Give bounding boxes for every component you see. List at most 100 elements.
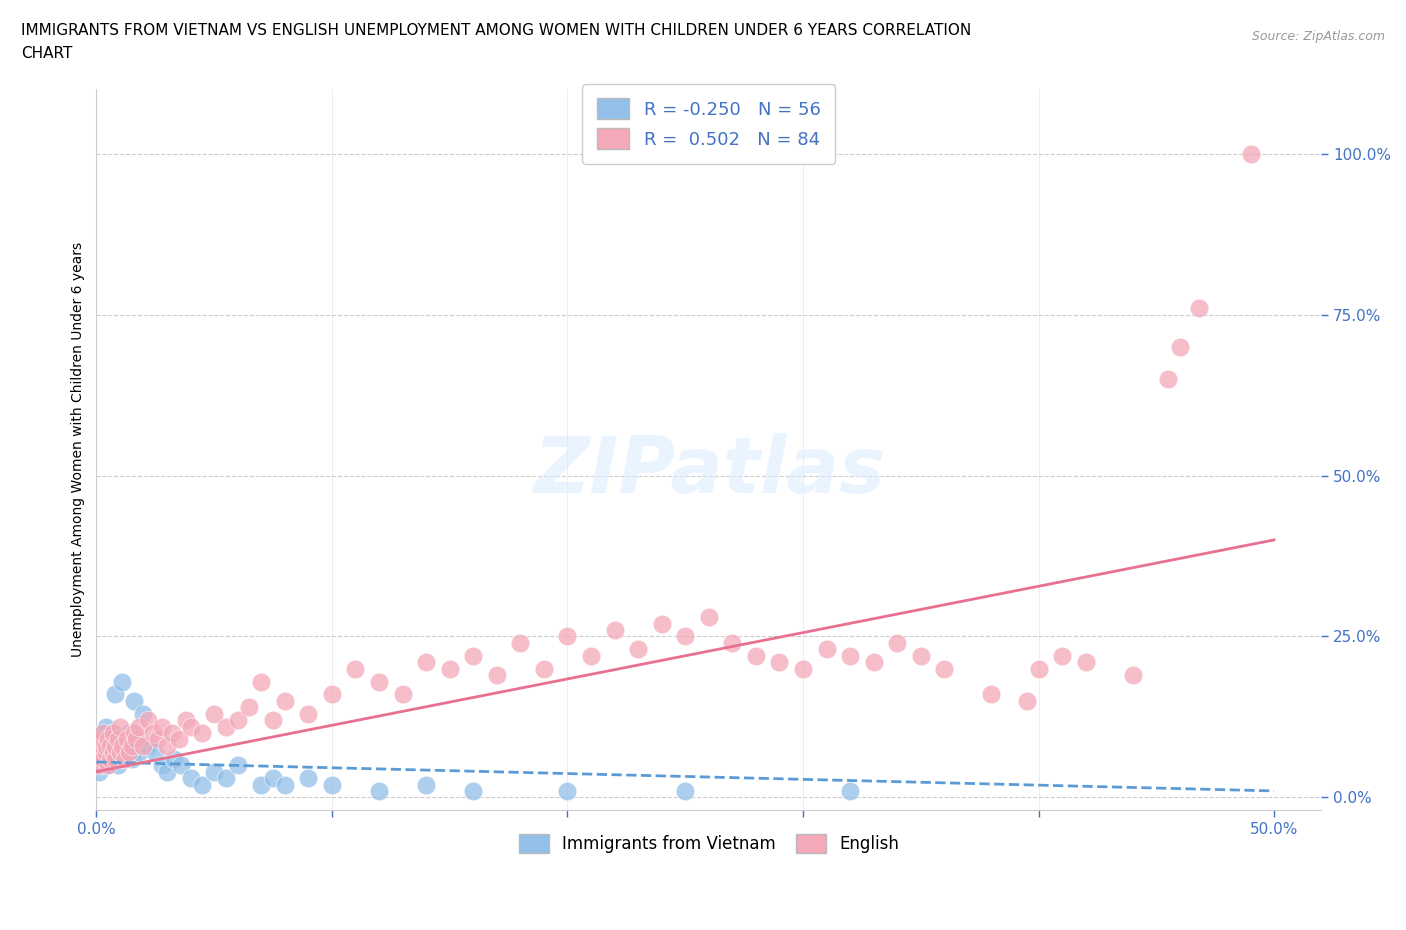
Point [238,700,260,715]
Point [97,745,120,760]
Point [97,758,120,773]
Y-axis label: Unemployment Among Women with Children Under 6 years: Unemployment Among Women with Children U… [72,242,86,658]
Point [721,635,744,650]
Point [768,655,790,670]
Point [485,668,508,683]
Point [415,655,437,670]
Point [118,745,141,760]
Point [114,738,136,753]
Point [101,725,124,740]
Point [934,661,956,676]
Point [1168,339,1191,354]
Point [142,725,165,740]
Point [297,771,319,786]
Point [111,674,134,689]
Point [90,732,112,747]
Point [125,732,148,747]
Point [101,745,124,760]
Point [128,719,150,734]
Text: ZIPatlas: ZIPatlas [533,433,884,510]
Point [93,725,115,740]
Point [132,738,155,753]
Point [97,758,120,773]
Text: CHART: CHART [21,46,73,61]
Point [215,771,238,786]
Point [94,745,117,760]
Point [156,764,179,779]
Point [108,751,131,766]
Point [94,738,117,753]
Point [104,738,127,753]
Point [121,751,143,766]
Point [673,629,696,644]
Point [114,751,136,766]
Point [90,732,112,747]
Point [1188,300,1211,315]
Point [250,674,273,689]
Point [886,635,908,650]
Point [143,745,166,760]
Point [156,738,179,753]
Point [100,738,122,753]
Point [94,751,117,766]
Point [160,725,183,740]
Point [100,751,122,766]
Point [391,687,413,702]
Point [90,738,112,753]
Point [274,777,297,792]
Point [104,687,127,702]
Point [980,687,1002,702]
Point [163,751,186,766]
Point [87,738,110,753]
Point [108,732,131,747]
Point [94,719,117,734]
Point [90,745,112,760]
Point [321,777,343,792]
Point [557,629,579,644]
Point [262,771,284,786]
Point [170,758,193,773]
Point [1015,694,1038,709]
Point [579,648,602,663]
Point [1122,668,1144,683]
Point [146,732,169,747]
Point [1157,372,1180,387]
Point [1050,648,1073,663]
Point [115,745,138,760]
Point [215,719,238,734]
Point [118,725,141,740]
Point [839,783,862,798]
Point [202,764,225,779]
Point [150,719,173,734]
Text: Source: ZipAtlas.com: Source: ZipAtlas.com [1251,30,1385,43]
Point [368,674,391,689]
Point [368,783,391,798]
Point [297,706,319,721]
Legend: Immigrants from Vietnam, English: Immigrants from Vietnam, English [512,827,905,859]
Point [136,712,159,727]
Point [111,738,134,753]
Point [226,758,249,773]
Point [862,655,884,670]
Point [180,771,202,786]
Point [94,738,117,753]
Point [463,648,485,663]
Point [107,758,129,773]
Point [93,751,115,766]
Point [108,719,131,734]
Point [509,635,531,650]
Point [87,764,110,779]
Point [87,745,110,760]
Point [97,732,120,747]
Point [1239,146,1261,161]
Point [463,783,485,798]
Point [839,648,862,663]
Point [104,738,127,753]
Point [1074,655,1097,670]
Point [97,732,120,747]
Point [651,617,673,631]
Point [101,745,124,760]
Point [439,661,461,676]
Point [167,732,190,747]
Point [100,738,122,753]
